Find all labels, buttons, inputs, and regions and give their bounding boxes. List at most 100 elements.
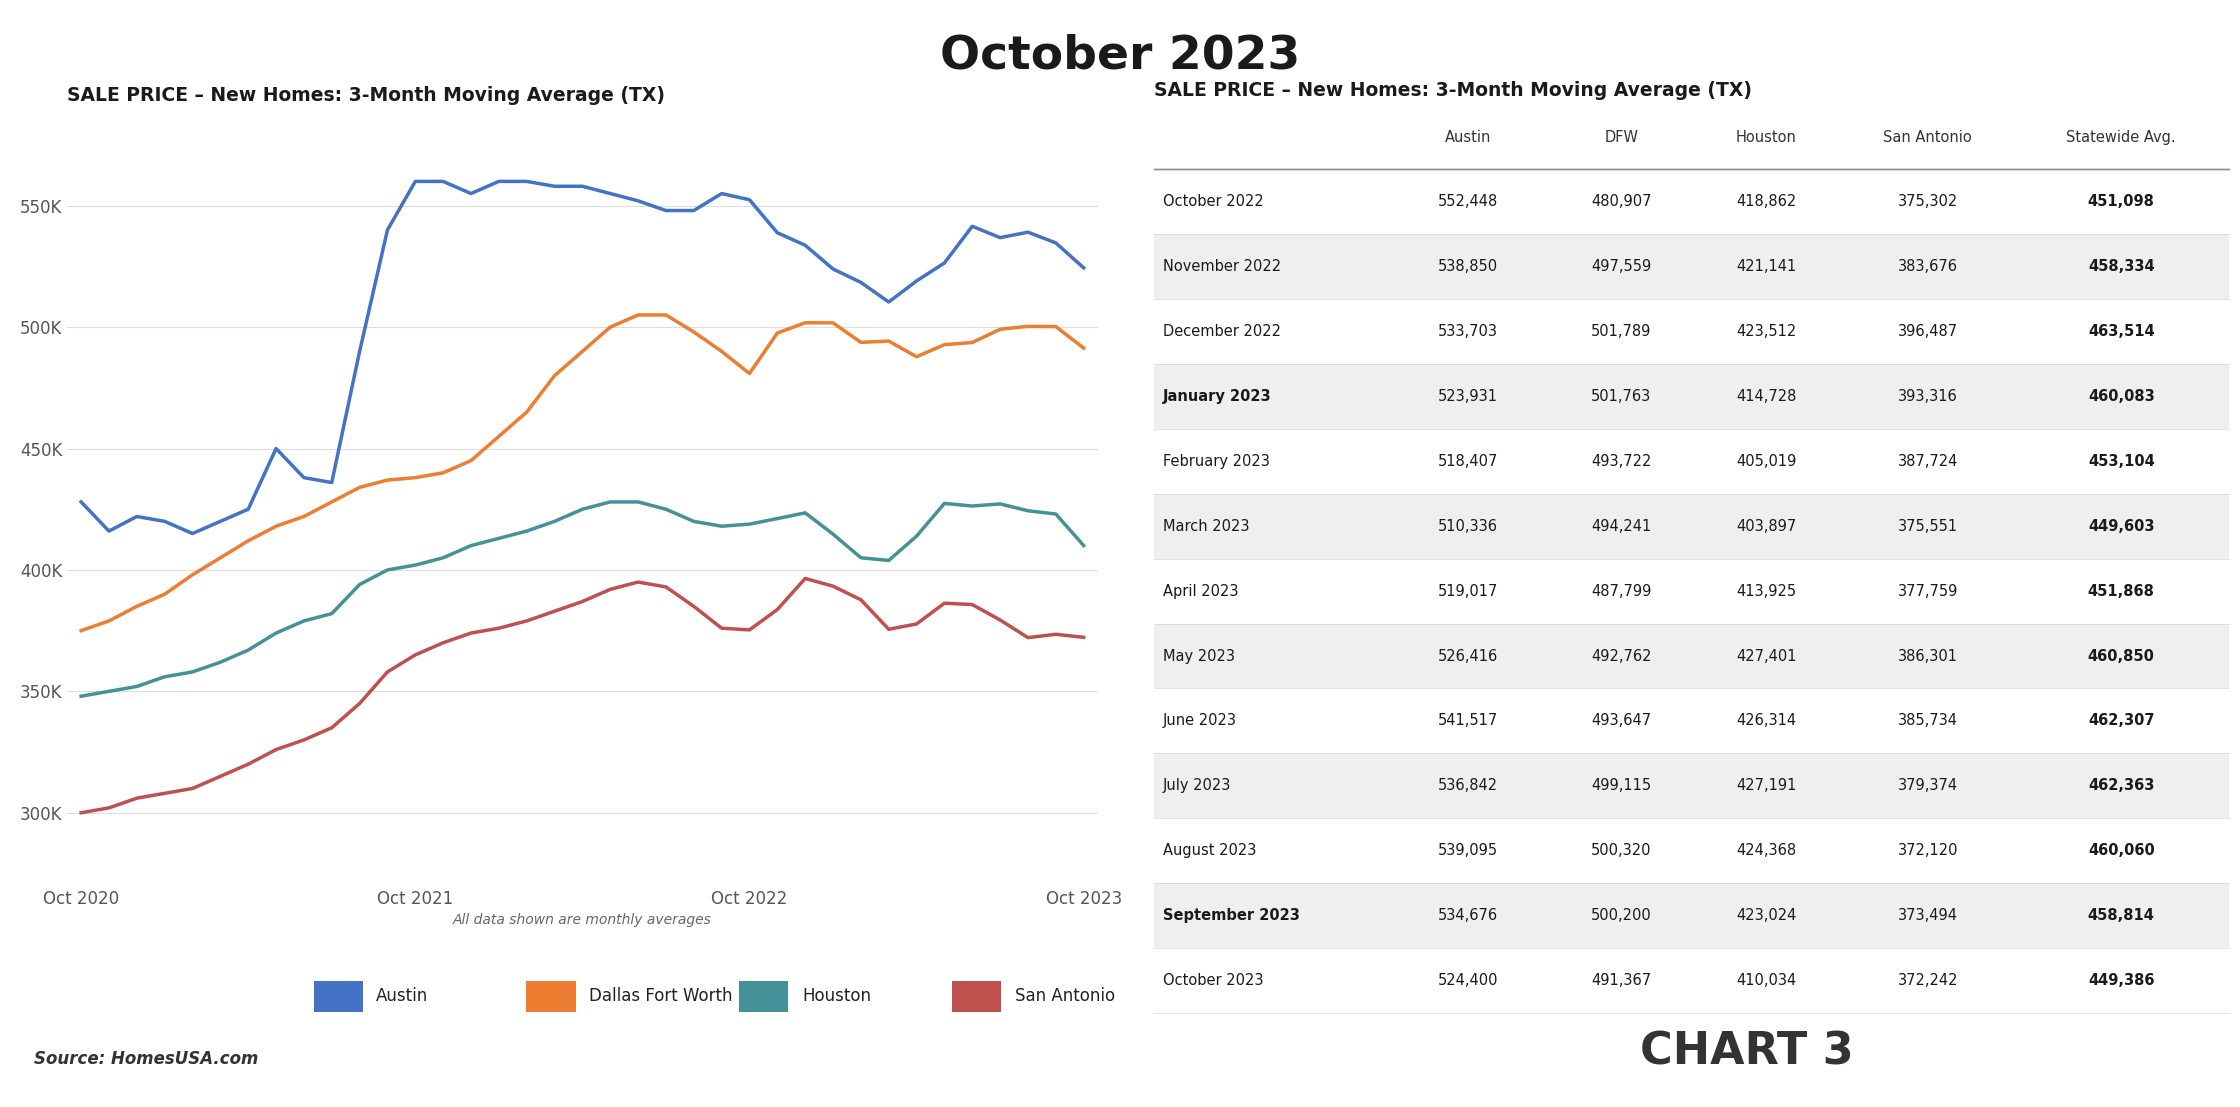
Text: 421,141: 421,141 <box>1736 259 1796 275</box>
Text: 524,400: 524,400 <box>1438 973 1499 987</box>
Dallas Fort Worth <box>1071 341 1098 354</box>
Text: 396,487: 396,487 <box>1897 324 1958 339</box>
Text: 414,728: 414,728 <box>1736 389 1796 404</box>
Text: 460,850: 460,850 <box>2088 649 2155 663</box>
Dallas Fort Worth <box>932 338 959 351</box>
Text: October 2022: October 2022 <box>1163 195 1263 209</box>
San Antonio <box>737 623 764 637</box>
Line: Dallas Fort Worth: Dallas Fort Worth <box>81 315 1084 631</box>
San Antonio <box>96 801 123 815</box>
Text: 541,517: 541,517 <box>1438 713 1499 728</box>
Text: 460,083: 460,083 <box>2088 389 2155 404</box>
Austin <box>932 257 959 270</box>
Dallas Fort Worth <box>179 568 206 581</box>
Austin <box>206 515 233 528</box>
San Antonio <box>986 613 1012 627</box>
Austin <box>737 193 764 206</box>
Text: September 2023: September 2023 <box>1163 908 1299 923</box>
San Antonio <box>123 792 150 805</box>
Houston <box>262 627 289 640</box>
Dallas Fort Worth <box>347 480 374 494</box>
Text: 375,302: 375,302 <box>1897 195 1958 209</box>
San Antonio <box>903 618 930 631</box>
Text: 499,115: 499,115 <box>1590 778 1651 794</box>
Austin <box>820 262 847 276</box>
Dallas Fort Worth <box>569 344 596 358</box>
San Antonio <box>152 787 179 800</box>
San Antonio <box>67 806 94 819</box>
Text: 493,722: 493,722 <box>1590 454 1651 469</box>
Text: 533,703: 533,703 <box>1438 324 1499 339</box>
Houston <box>569 503 596 516</box>
Austin <box>123 510 150 524</box>
San Antonio <box>235 757 262 770</box>
San Antonio <box>1015 631 1042 644</box>
San Antonio <box>1071 631 1098 644</box>
Text: Houston: Houston <box>1736 130 1796 145</box>
Text: 491,367: 491,367 <box>1590 973 1651 987</box>
Houston <box>903 529 930 542</box>
Dallas Fort Worth <box>652 309 679 322</box>
Dallas Fort Worth <box>986 322 1012 335</box>
Austin <box>876 296 903 309</box>
Dallas Fort Worth <box>764 327 791 340</box>
Dallas Fort Worth <box>681 325 708 339</box>
Austin <box>596 187 623 200</box>
San Antonio <box>876 622 903 635</box>
Text: November 2022: November 2022 <box>1163 259 1281 275</box>
Dallas Fort Worth <box>791 317 818 330</box>
Text: San Antonio: San Antonio <box>1884 130 1971 145</box>
Text: 377,759: 377,759 <box>1897 583 1958 599</box>
San Antonio <box>206 769 233 783</box>
Text: 372,242: 372,242 <box>1897 973 1958 987</box>
Text: 418,862: 418,862 <box>1736 195 1796 209</box>
San Antonio <box>820 580 847 593</box>
Text: 373,494: 373,494 <box>1897 908 1958 923</box>
Dallas Fort Worth <box>737 366 764 380</box>
Houston <box>430 551 457 565</box>
Text: 423,512: 423,512 <box>1736 324 1796 339</box>
Austin <box>291 470 318 484</box>
Houston <box>1071 539 1098 552</box>
Text: August 2023: August 2023 <box>1163 844 1257 858</box>
Text: 460,060: 460,060 <box>2088 844 2155 858</box>
Houston <box>152 670 179 683</box>
San Antonio <box>347 696 374 710</box>
Dallas Fort Worth <box>513 405 540 418</box>
Austin <box>401 175 428 188</box>
Austin <box>847 276 874 289</box>
San Antonio <box>625 576 652 589</box>
San Antonio <box>959 598 986 611</box>
Austin <box>542 179 569 193</box>
Text: 405,019: 405,019 <box>1736 454 1796 469</box>
Text: Statewide Avg.: Statewide Avg. <box>2068 130 2175 145</box>
Houston <box>1015 504 1042 517</box>
Text: 427,401: 427,401 <box>1736 649 1796 663</box>
Houston <box>96 685 123 699</box>
Dallas Fort Worth <box>318 495 345 508</box>
Dallas Fort Worth <box>123 600 150 613</box>
Dallas Fort Worth <box>596 320 623 333</box>
Austin <box>235 503 262 516</box>
San Antonio <box>596 582 623 596</box>
Austin <box>681 204 708 217</box>
San Antonio <box>791 572 818 586</box>
Text: 386,301: 386,301 <box>1897 649 1958 663</box>
Text: 379,374: 379,374 <box>1897 778 1958 794</box>
Houston <box>737 517 764 530</box>
Text: 500,320: 500,320 <box>1590 844 1651 858</box>
Text: 523,931: 523,931 <box>1438 389 1499 404</box>
Houston <box>542 515 569 528</box>
San Antonio <box>542 604 569 618</box>
Houston <box>652 503 679 516</box>
Dallas Fort Worth <box>457 454 484 467</box>
San Antonio <box>457 627 484 640</box>
Text: May 2023: May 2023 <box>1163 649 1234 663</box>
Line: San Antonio: San Antonio <box>81 579 1084 813</box>
San Antonio <box>262 743 289 756</box>
San Antonio <box>708 621 735 634</box>
Text: 462,307: 462,307 <box>2088 713 2155 728</box>
Text: January 2023: January 2023 <box>1163 389 1270 404</box>
Houston <box>791 506 818 519</box>
Text: DFW: DFW <box>1604 130 1637 145</box>
